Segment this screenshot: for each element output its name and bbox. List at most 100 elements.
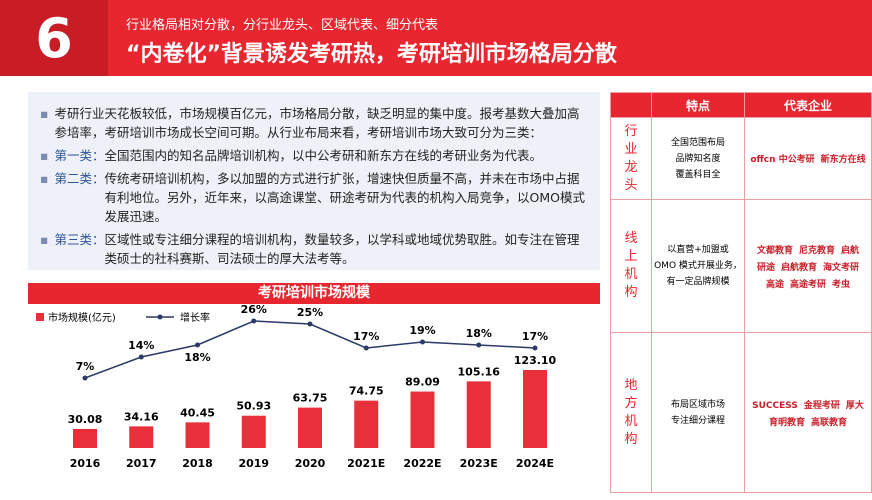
table-row: 地方机构布局区域市场 专注细分课程 SUCCESS 金程考研 厚大育明教育 高联教育 [610,332,872,493]
row-label: 线上机构 [610,199,652,333]
growth-label: 25% [297,306,323,319]
table-row: 行业龙头全国范围布局 品牌知名度 覆盖科目全 offcn 中公考研 新东方在线 [610,117,872,200]
item: ▪ 第二类： 传统考研培训机构，多以加盟的方式进行扩张，增速快但质量不高，并未在市场… [40,169,588,226]
item-text: 传统考研培训机构，多以加盟的方式进行扩张，增速快但质量不高，并未在市场中占据有利… [104,171,585,224]
logos: offcn 中公考研 新东方在线 [744,117,872,200]
subtitle: 行业格局相对分散，分行业龙头、区域代表、细分代表 [126,18,439,33]
bar-label: 40.45 [180,406,215,419]
x-tick-label: 2016 [70,457,101,470]
logo: offcn 中公考研 [750,155,815,165]
logo: 考虫 [832,279,851,290]
bar [466,381,491,448]
legend-label: 增长率 [180,311,210,324]
legend-swatch [36,313,44,321]
title: “内卷化”背景诱发考研热，考研培训市场格局分散 [126,42,617,67]
chart-title: 考研培训市场规模 [28,283,600,304]
feature: 以直营+加盟或 OMO 模式开展业务， 有一定品牌规模 [651,199,745,333]
legend-dot [157,314,163,320]
logo: 高联教育 [811,417,848,428]
x-tick-label: 2018 [182,457,213,470]
logo: 育明教育 [768,417,805,428]
item-label: 第一类： [54,148,105,163]
growth-point [363,345,369,351]
x-tick-label: 2024E [516,457,554,470]
growth-point [251,318,257,324]
item: ▪ 第一类： 全国范围内的知名品牌培训机构，以中公考研和新东方在线的考研业务为代表。 [40,146,588,165]
x-tick-label: 2020 [295,457,326,470]
bar-label: 34.16 [124,410,159,423]
logos: SUCCESS 金程考研 厚大育明教育 高联教育 [744,332,872,493]
logo: 尼克教育 [798,245,835,256]
x-tick-label: 2023E [460,457,498,470]
bar-label: 50.93 [236,400,271,413]
growth-label: 7% [76,360,95,373]
logo: 金程考研 [803,400,840,411]
logo: 高途考研 [789,279,826,290]
header-band [0,0,872,76]
table-header: 特点 [651,92,745,118]
paragraph: 考研行业天花板较低，市场规模百亿元，市场格局分散，缺乏明显的集中度。报考基数大叠… [54,106,580,140]
x-tick-label: 2019 [238,457,269,470]
growth-point [476,342,482,348]
bullet: ▪ [40,171,49,186]
x-tick-label: 2021E [347,457,385,470]
item-label: 第二类： [54,171,105,186]
bar-label: 30.08 [68,413,103,426]
growth-label: 26% [241,305,267,316]
bar-label: 63.75 [293,392,328,405]
chart: 市场规模(亿元) 增长率 30.08 2016 34.16 2017 40.45 2018 50… [36,305,557,470]
logo: 启航 [841,245,860,256]
feature: 布局区域市场 专注细分课程 [651,332,745,493]
x-tick-label: 2017 [126,457,157,470]
x-tick-label: 2022E [403,457,441,470]
bar [523,370,547,448]
bar [73,428,97,448]
logo: 研途 [756,262,775,273]
growth-point [307,321,313,327]
table-header: 代表企业 [744,92,872,118]
intro-box: ▪ 考研行业天花板较低，市场规模百亿元，市场格局分散，缺乏明显的集中度。报考基数大… [28,92,600,270]
growth-label: 18% [466,327,492,340]
logo: 厚大 [845,400,864,411]
corner [610,92,652,118]
bar-label: 89.09 [405,376,440,389]
legend-label: 市场规模(亿元) [48,311,116,324]
logos: 文都教育 尼克教育 启航研途 启航教育 海文考研高途 高途考研 考虫 [744,199,872,333]
bar [354,400,379,448]
item: ▪ 第三类： 区域性或专注细分课程的培训机构，数量较多，以学科或地域优势取胜。如专注… [40,230,588,268]
growth-point [532,345,538,351]
bar [185,422,210,448]
bullet: ▪ [40,232,49,247]
item-text: 区域性或专注细分课程的培训机构，数量较多，以学科或地域优势取胜。如专注在管理类硕… [104,232,580,266]
bar-label: 123.10 [514,354,557,367]
growth-point [82,375,88,381]
company-table: 特点 代表企业行业龙头全国范围布局 品牌知名度 覆盖科目全 offcn 中公考研 新东… [610,92,872,493]
growth-point [420,339,425,345]
growth-label: 18% [184,351,210,364]
logo: SUCCESS [752,400,798,411]
growth-label: 17% [522,330,548,343]
item-text: 全国范围内的知名品牌培训机构，以中公考研和新东方在线的考研业务为代表。 [104,148,543,163]
logo: 高途 [765,279,784,290]
row-label: 行业龙头 [610,117,652,200]
section-number: 6 [0,0,108,76]
logo: 新东方在线 [820,155,866,165]
growth-point [138,354,144,360]
item-label: 第三类： [54,232,105,247]
table-row: 线上机构以直营+加盟或 OMO 模式开展业务， 有一定品牌规模 文都教育 尼克教育启… [610,199,872,333]
bar [410,391,435,448]
bar-label: 105.16 [458,365,501,378]
logo: 文都教育 [756,245,793,256]
logo: 海文考研 [823,262,860,273]
bar [241,415,266,448]
growth-label: 17% [353,330,379,343]
growth-label: 14% [128,339,154,352]
bar-label: 74.75 [349,385,384,398]
bullet: ▪ [40,148,49,163]
row-label: 地方机构 [610,332,652,493]
feature: 全国范围布局 品牌知名度 覆盖科目全 [651,117,745,200]
bar [298,407,322,448]
logo: 启航教育 [780,262,817,273]
bar [129,426,154,448]
